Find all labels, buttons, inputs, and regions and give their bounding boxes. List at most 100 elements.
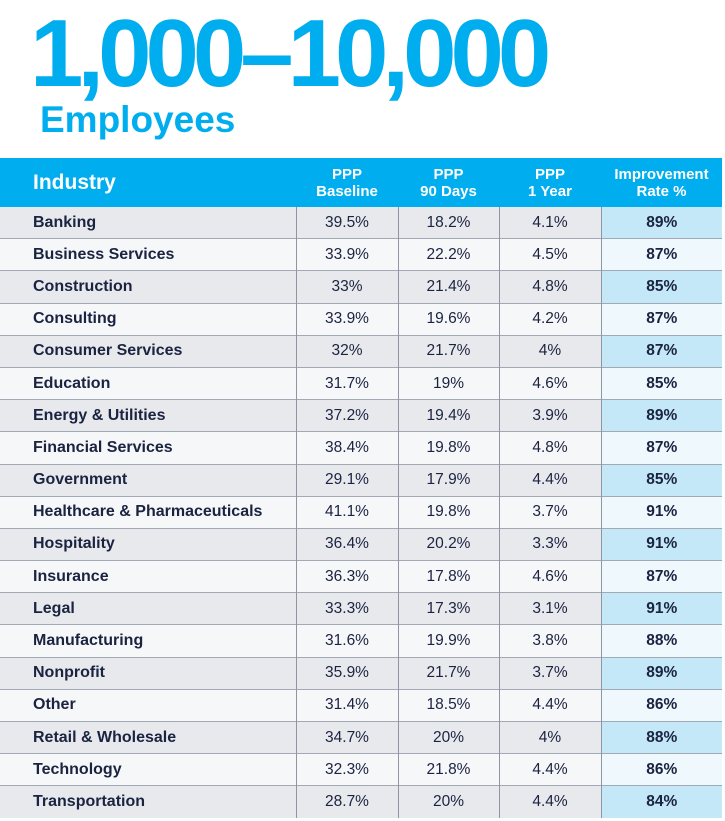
cell-ppp-90-days: 19.4%: [397, 399, 499, 432]
cell-ppp-baseline: 31.6%: [295, 624, 398, 658]
table-header-row: Industry PPP Baseline PPP 90 Days PPP 1 Year Im…: [0, 158, 722, 207]
header-line: PPP: [433, 165, 464, 183]
cell-ppp-1-year: 4.4%: [498, 753, 601, 786]
table-row: Education 31.7% 19% 4.6% 85%: [0, 366, 722, 400]
cell-ppp-1-year: 4.5%: [498, 238, 601, 271]
cell-improvement-rate: 84%: [600, 785, 722, 818]
cell-improvement-rate: 87%: [600, 431, 722, 464]
table-row: Nonprofit 35.9% 21.7% 3.7% 89%: [0, 656, 722, 690]
cell-ppp-1-year: 4.6%: [498, 366, 601, 400]
cell-improvement-rate: 91%: [600, 527, 722, 561]
column-header-industry: Industry: [0, 158, 296, 207]
column-header-ppp-90-days: PPP 90 Days: [398, 158, 499, 207]
cell-ppp-90-days: 18.2%: [397, 207, 499, 239]
cell-industry: Education: [0, 366, 296, 400]
table-row: Hospitality 36.4% 20.2% 3.3% 91%: [0, 527, 722, 561]
cell-ppp-baseline: 37.2%: [295, 399, 398, 432]
cell-improvement-rate: 89%: [600, 207, 722, 239]
table-row: Energy & Utilities 37.2% 19.4% 3.9% 89%: [0, 399, 722, 432]
cell-ppp-baseline: 29.1%: [295, 463, 398, 497]
cell-improvement-rate: 89%: [600, 399, 722, 432]
cell-improvement-rate: 85%: [600, 463, 722, 497]
page-title: 1,000–10,000: [30, 0, 551, 107]
cell-ppp-baseline: 36.3%: [295, 560, 398, 593]
header-line: PPP: [331, 165, 362, 183]
cell-ppp-baseline: 34.7%: [295, 720, 398, 754]
header-line: 90 Days: [420, 182, 477, 200]
cell-improvement-rate: 87%: [600, 238, 722, 271]
cell-industry: Manufacturing: [0, 624, 296, 658]
cell-industry: Transportation: [0, 785, 296, 818]
cell-industry: Technology: [0, 753, 296, 786]
table-row: Banking 39.5% 18.2% 4.1% 89%: [0, 207, 722, 239]
cell-ppp-baseline: 33.9%: [295, 238, 398, 271]
table-row: Insurance 36.3% 17.8% 4.6% 87%: [0, 560, 722, 593]
cell-ppp-baseline: 38.4%: [295, 431, 398, 464]
cell-improvement-rate: 87%: [600, 302, 722, 336]
header-line: Baseline: [316, 182, 378, 200]
cell-ppp-90-days: 21.8%: [397, 753, 499, 786]
table-row: Legal 33.3% 17.3% 3.1% 91%: [0, 592, 722, 625]
cell-ppp-baseline: 33%: [295, 270, 398, 304]
cell-improvement-rate: 91%: [600, 495, 722, 529]
table-row: Manufacturing 31.6% 19.9% 3.8% 88%: [0, 624, 722, 658]
cell-industry: Energy & Utilities: [0, 399, 296, 432]
cell-ppp-1-year: 4.1%: [498, 207, 601, 239]
cell-ppp-90-days: 18.5%: [397, 688, 499, 722]
table-row: Government 29.1% 17.9% 4.4% 85%: [0, 463, 722, 497]
cell-ppp-1-year: 4.4%: [498, 688, 601, 722]
cell-industry: Consumer Services: [0, 334, 296, 368]
cell-ppp-90-days: 19.6%: [397, 302, 499, 336]
cell-ppp-baseline: 32.3%: [295, 753, 398, 786]
cell-ppp-1-year: 3.7%: [498, 656, 601, 690]
table-row: Retail & Wholesale 34.7% 20% 4% 88%: [0, 720, 722, 754]
cell-ppp-baseline: 33.3%: [295, 592, 398, 625]
cell-improvement-rate: 88%: [600, 624, 722, 658]
cell-ppp-1-year: 3.8%: [498, 624, 601, 658]
cell-ppp-1-year: 4%: [498, 720, 601, 754]
cell-ppp-baseline: 32%: [295, 334, 398, 368]
cell-improvement-rate: 88%: [600, 720, 722, 754]
column-header-ppp-1-year: PPP 1 Year: [499, 158, 601, 207]
table-row: Consumer Services 32% 21.7% 4% 87%: [0, 334, 722, 368]
header-line: Rate %: [636, 182, 687, 200]
cell-ppp-1-year: 3.9%: [498, 399, 601, 432]
cell-industry: Insurance: [0, 560, 296, 593]
cell-industry: Consulting: [0, 302, 296, 336]
cell-industry: Business Services: [0, 238, 296, 271]
cell-ppp-90-days: 20%: [397, 720, 499, 754]
cell-ppp-90-days: 20%: [397, 785, 499, 818]
cell-improvement-rate: 87%: [600, 334, 722, 368]
cell-ppp-1-year: 4.6%: [498, 560, 601, 593]
cell-industry: Legal: [0, 592, 296, 625]
cell-ppp-90-days: 22.2%: [397, 238, 499, 271]
cell-improvement-rate: 87%: [600, 560, 722, 593]
cell-improvement-rate: 86%: [600, 688, 722, 722]
cell-ppp-1-year: 4.8%: [498, 270, 601, 304]
cell-industry: Retail & Wholesale: [0, 720, 296, 754]
cell-ppp-90-days: 17.8%: [397, 560, 499, 593]
cell-ppp-baseline: 35.9%: [295, 656, 398, 690]
table-row: Business Services 33.9% 22.2% 4.5% 87%: [0, 238, 722, 271]
cell-industry: Construction: [0, 270, 296, 304]
cell-ppp-1-year: 4%: [498, 334, 601, 368]
cell-ppp-baseline: 28.7%: [295, 785, 398, 818]
cell-ppp-1-year: 4.4%: [498, 463, 601, 497]
cell-improvement-rate: 89%: [600, 656, 722, 690]
cell-ppp-90-days: 21.4%: [397, 270, 499, 304]
cell-improvement-rate: 85%: [600, 270, 722, 304]
cell-ppp-baseline: 31.7%: [295, 366, 398, 400]
cell-ppp-90-days: 19.8%: [397, 495, 499, 529]
cell-ppp-1-year: 3.7%: [498, 495, 601, 529]
industry-table: Industry PPP Baseline PPP 90 Days PPP 1 Year Im…: [0, 158, 722, 818]
cell-industry: Financial Services: [0, 431, 296, 464]
table-row: Other 31.4% 18.5% 4.4% 86%: [0, 688, 722, 722]
cell-ppp-baseline: 36.4%: [295, 527, 398, 561]
table-row: Financial Services 38.4% 19.8% 4.8% 87%: [0, 431, 722, 464]
cell-industry: Other: [0, 688, 296, 722]
cell-industry: Banking: [0, 207, 296, 239]
cell-ppp-90-days: 19.8%: [397, 431, 499, 464]
table-row: Transportation 28.7% 20% 4.4% 84%: [0, 785, 722, 818]
header-line: 1 Year: [528, 182, 572, 200]
cell-ppp-90-days: 21.7%: [397, 334, 499, 368]
